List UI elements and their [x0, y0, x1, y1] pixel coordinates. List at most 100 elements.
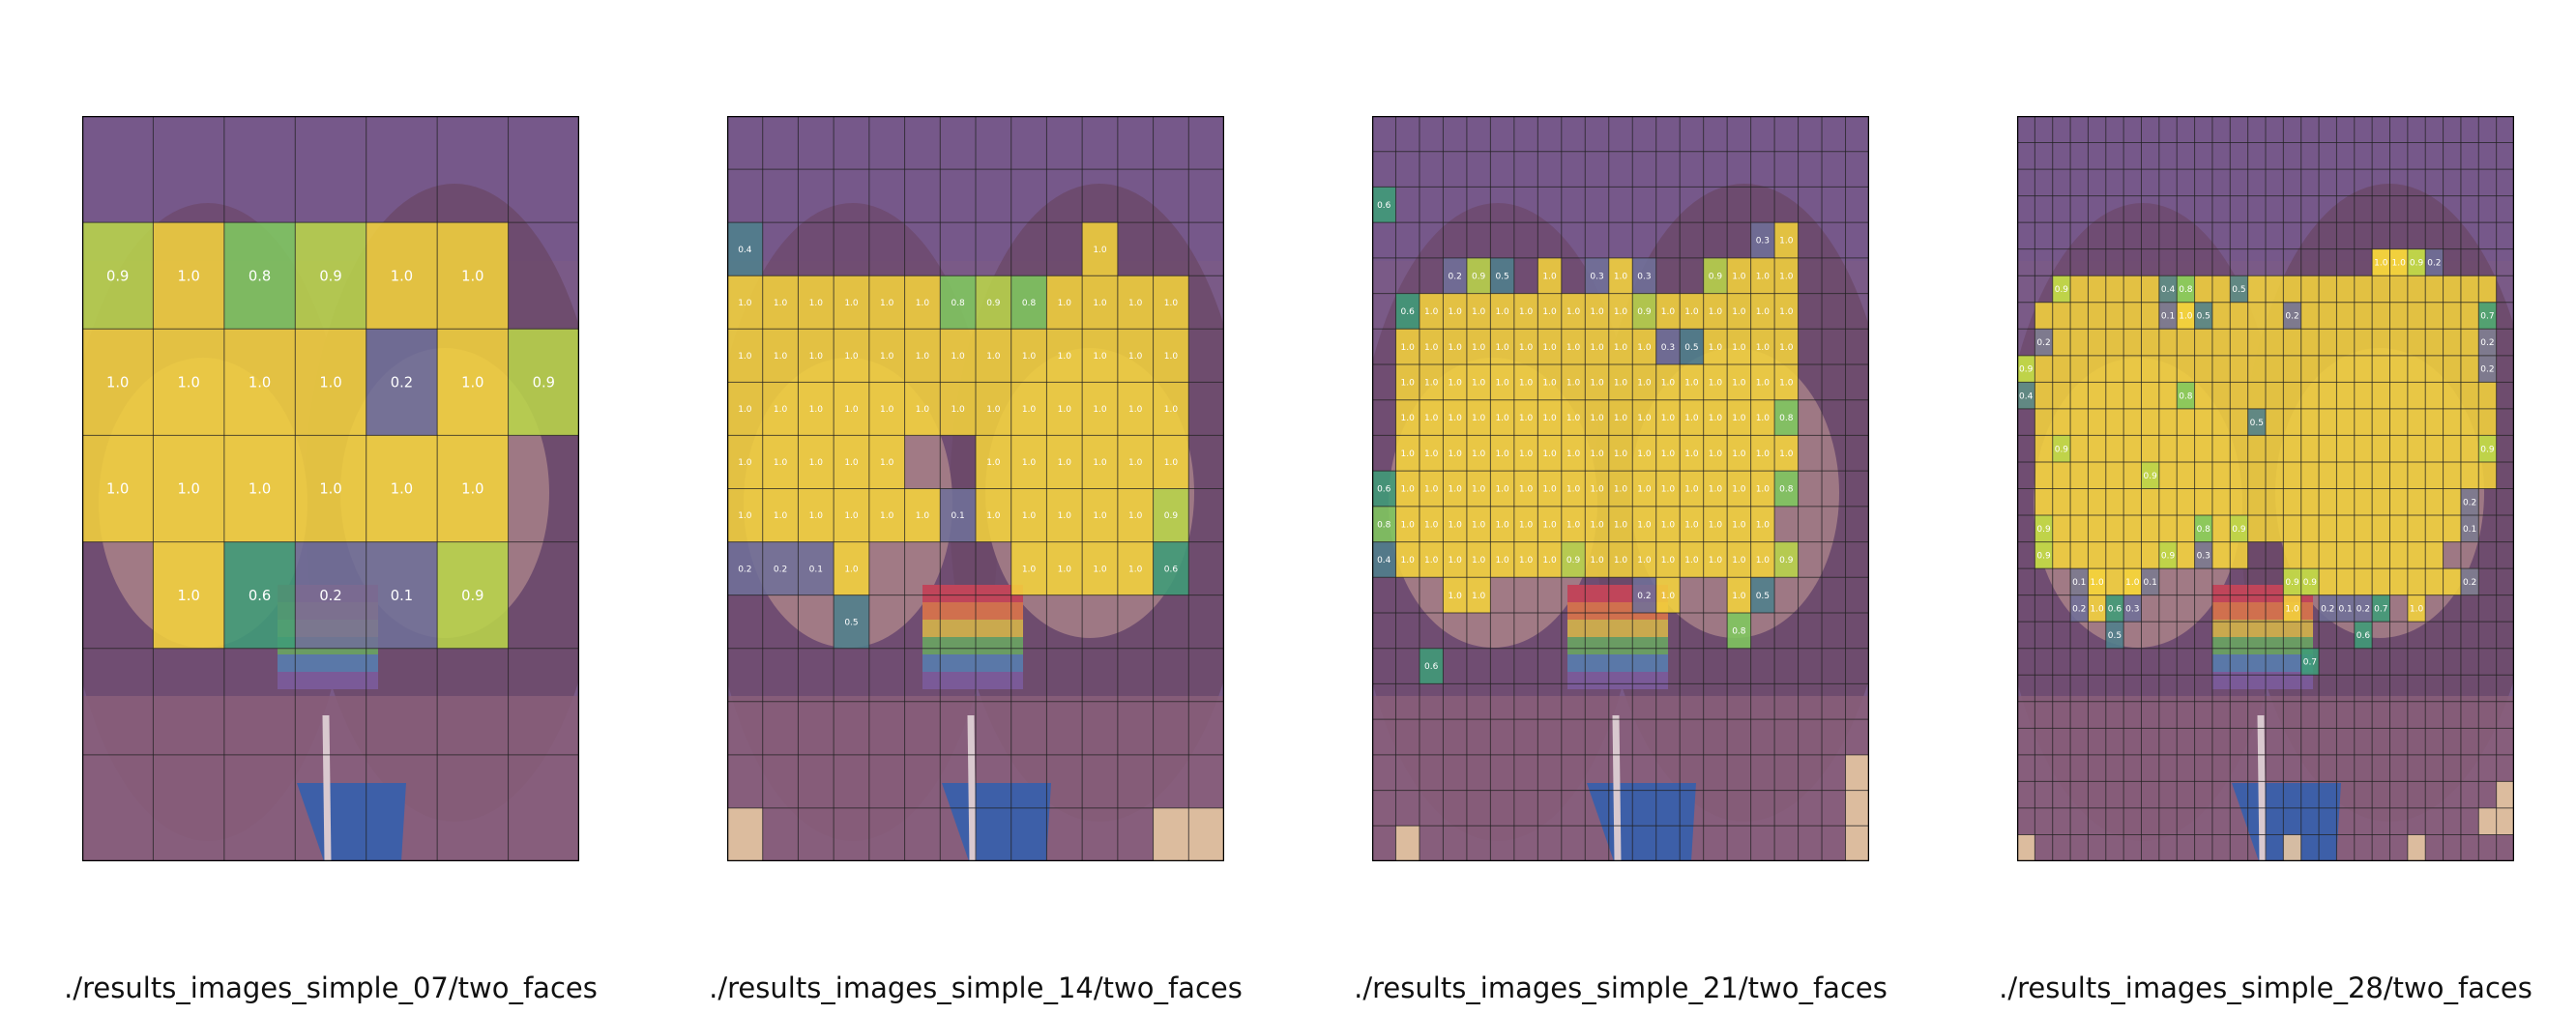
heat-cell: [1513, 364, 1538, 400]
heat-cell: [727, 541, 763, 595]
heat-cell: [1046, 329, 1083, 383]
heat-cell: [2460, 568, 2479, 595]
cell-value-label: 1.0: [1779, 450, 1794, 459]
grid-lines: [2017, 116, 2514, 861]
heat-cell: [762, 276, 799, 330]
heart-lollipop: [922, 585, 1023, 689]
cell-value-label: 1.0: [1709, 520, 1723, 530]
heat-cell: [1585, 364, 1609, 400]
cell-value-label: 1.0: [1472, 379, 1486, 389]
heatmap-panel-07: 0.9 1.0 0.8 0.9 1.0 1.0 1.0 1.0 1.0 1.0 0.2 1.0 0.9 1…: [82, 116, 579, 861]
heat-cell: [1727, 364, 1751, 400]
heat-cell: [1490, 293, 1514, 330]
heat-cell: [727, 807, 763, 861]
heat-cell: [798, 276, 834, 330]
cell-value-label: 1.0: [1495, 414, 1509, 423]
heat-cell: [1561, 329, 1586, 364]
cell-value-label: 1.0: [1637, 520, 1652, 530]
heat-cell: [1608, 329, 1633, 364]
cell-value-label: 0.3: [1637, 272, 1651, 281]
heat-cell: [1561, 293, 1586, 330]
cell-value-label: 1.0: [1449, 414, 1463, 423]
cell-value-label: 1.0: [2090, 578, 2104, 588]
heat-cell: [1750, 541, 1775, 578]
heat-cell: [223, 435, 296, 542]
cell-value-label: 1.0: [2392, 259, 2407, 269]
heat-cell: [2319, 594, 2337, 623]
cell-value-label: 1.0: [1164, 352, 1179, 362]
cell-value-label: 0.5: [2108, 631, 2122, 641]
heat-cell: [437, 329, 509, 436]
heat-cell: [2496, 781, 2514, 808]
heat-cell: [1395, 471, 1420, 507]
cell-value-label: 1.0: [1519, 556, 1534, 566]
heat-cell: [2017, 355, 2035, 383]
heat-cell: [1537, 435, 1562, 472]
heat-cell: [1727, 613, 1751, 649]
cell-value-label: 1.0: [1449, 343, 1463, 353]
cell-value-label: 0.7: [2480, 312, 2494, 322]
cell-value-label: 0.9: [1637, 307, 1652, 317]
heat-cell: [1117, 329, 1154, 383]
cell-value-label: 1.0: [1495, 307, 1509, 317]
heat-cell: [1046, 541, 1083, 595]
heat-cell: [1153, 807, 1189, 861]
cell-value-label: 1.0: [249, 374, 271, 391]
cell-value-label: 1.0: [1756, 379, 1771, 389]
heat-cell: [153, 222, 224, 330]
heat-cell: [295, 541, 366, 649]
heat-cell: [2177, 302, 2195, 330]
cell-value-label: 1.0: [1519, 414, 1534, 423]
heat-cell: [366, 222, 438, 330]
cell-value-label: 1.0: [1614, 343, 1628, 353]
cell-value-label: 1.0: [319, 374, 341, 391]
heat-cell: [762, 541, 799, 595]
cell-value-label: 1.0: [738, 299, 752, 308]
grid-lines: [727, 116, 1224, 861]
heat-cell: [727, 329, 763, 383]
cell-block: [2034, 488, 2479, 516]
heat-cell: [1680, 506, 1704, 542]
heart-stripe: [2212, 672, 2313, 689]
cell-value-label: 1.0: [1709, 556, 1723, 566]
cell-value-label: 0.1: [2338, 605, 2352, 615]
heat-cell: [1703, 471, 1728, 507]
cell-value-label: 1.0: [1756, 450, 1771, 459]
cell-value-label: 1.0: [1684, 520, 1699, 530]
heat-cell: [1750, 257, 1775, 294]
cell-value-label: 0.9: [2232, 525, 2246, 535]
cell-value-label: 1.0: [1614, 450, 1628, 459]
cell-value-label: 1.0: [844, 565, 859, 574]
heart-stripe: [922, 585, 1023, 602]
heat-cell: [940, 488, 976, 542]
lollipop-stick: [1612, 714, 1622, 861]
heat-cell: [1046, 488, 1083, 542]
cell-value-label: 1.0: [1732, 272, 1746, 281]
heat-cell: [1774, 364, 1799, 400]
heatmap-07: 0.9 1.0 0.8 0.9 1.0 1.0 1.0 1.0 1.0 1.0 0.2 1.0 0.9 1…: [82, 116, 579, 861]
cell-value-label: 1.0: [1732, 307, 1746, 317]
cell-value-label: 1.0: [951, 405, 965, 415]
heat-cell: [2478, 302, 2497, 330]
cell-value-label: 1.0: [1661, 379, 1676, 389]
cell-value-label: 1.0: [1637, 485, 1652, 495]
heat-cell: [2017, 834, 2035, 861]
heat-cell: [1561, 435, 1586, 472]
cell-value-label: 1.0: [1590, 379, 1604, 389]
heat-cell: [1490, 329, 1514, 364]
heat-cell: [366, 435, 438, 542]
heat-cell: [1680, 293, 1704, 330]
heat-cell: [1727, 541, 1751, 578]
cell-value-label: 1.0: [1614, 556, 1628, 566]
cell-value-label: 1.0: [1709, 343, 1723, 353]
cell-value-label: 1.0: [1022, 458, 1037, 468]
cell-value-label: 1.0: [1128, 458, 1143, 468]
heat-cell: [1727, 435, 1751, 472]
cell-value-label: 1.0: [1661, 592, 1676, 601]
cell-value-label: 1.0: [1472, 343, 1486, 353]
cell-value-label: 1.0: [1684, 450, 1699, 459]
heat-cell: [1466, 506, 1491, 542]
cell-value-label: 0.9: [2480, 445, 2495, 454]
heat-cell: [1153, 541, 1189, 595]
cell-value-label: 1.0: [1732, 556, 1746, 566]
